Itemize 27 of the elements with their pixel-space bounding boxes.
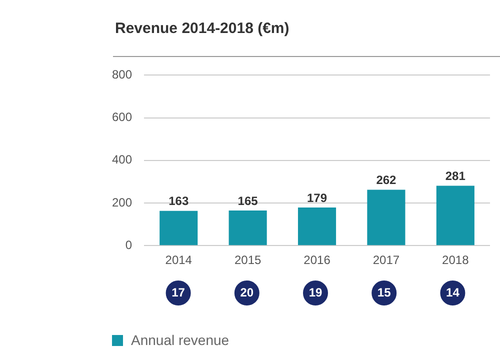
y-tick-label: 0: [125, 238, 132, 252]
y-tick-label: 800: [112, 68, 132, 82]
data-label: 281: [445, 169, 466, 184]
data-label: 20: [240, 285, 254, 300]
x-tick-label: 2014: [165, 253, 192, 268]
data-label: 15: [377, 285, 392, 300]
legend-label: Annual revenue: [131, 332, 230, 348]
data-label: 179: [306, 190, 328, 205]
data-label: 165: [238, 194, 258, 208]
bar: [367, 190, 406, 246]
y-tick-label: 400: [112, 152, 132, 167]
x-tick-label: 2015: [234, 253, 262, 268]
bar: [436, 186, 474, 246]
bar: [160, 210, 198, 246]
x-tick-label: 2018: [442, 253, 470, 268]
y-tick-label: 600: [112, 110, 132, 124]
x-tick-label: 2016: [304, 253, 331, 268]
bar: [298, 207, 336, 246]
data-label: 19: [308, 285, 322, 300]
y-tick-label: 200: [112, 195, 132, 210]
data-label: 17: [172, 285, 186, 300]
x-tick-label: 2017: [372, 253, 400, 268]
data-label: 163: [168, 194, 189, 208]
chart-title: Revenue 2014-2018 (€m): [115, 20, 290, 37]
data-label: 262: [376, 173, 397, 188]
bar: [228, 210, 267, 246]
data-label: 14: [446, 285, 460, 300]
